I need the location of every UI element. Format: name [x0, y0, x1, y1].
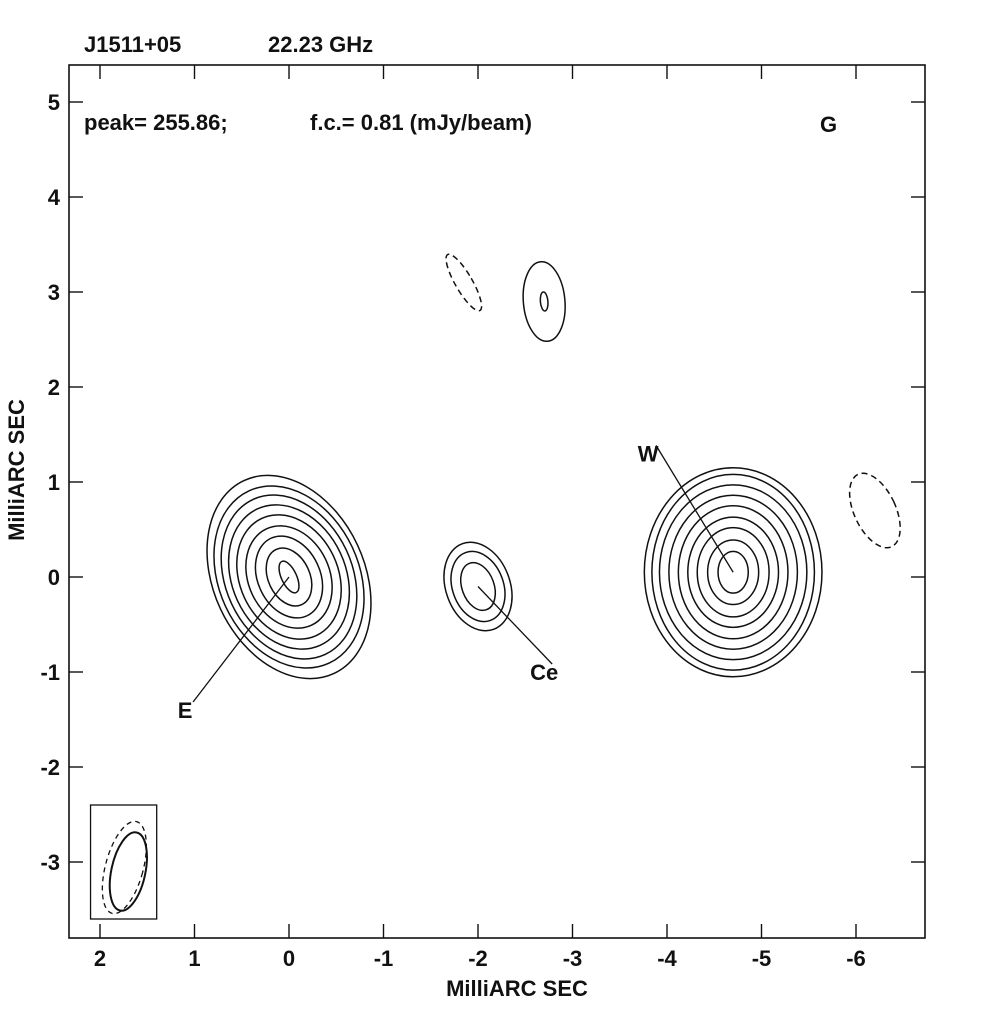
component-label: Ce — [530, 660, 558, 685]
contour-line — [668, 494, 799, 650]
y-axis-title: MilliARC SEC — [4, 399, 29, 541]
x-tick-label: -3 — [563, 946, 583, 971]
y-tick-label: -2 — [40, 755, 60, 780]
contour-line — [265, 547, 313, 607]
contour-group — [848, 472, 901, 549]
component-annotations: E Ce W — [178, 442, 734, 723]
contour-line — [245, 525, 333, 629]
contour-line — [539, 291, 549, 312]
component-label: E — [178, 698, 193, 723]
beam-inset — [89, 804, 158, 920]
beam-dashed-ellipse — [101, 820, 148, 915]
contour-line — [687, 516, 780, 629]
contour-line — [254, 535, 324, 619]
y-tick-label: 4 — [48, 185, 61, 210]
peak-label: peak= 255.86; — [84, 110, 228, 135]
contour-line — [717, 550, 750, 594]
x-tick-label: -2 — [468, 946, 488, 971]
contour-line — [227, 504, 351, 650]
x-axis-title: MilliARC SEC — [446, 976, 588, 1001]
contour-layer — [206, 253, 901, 680]
y-tick-label: 3 — [48, 280, 60, 305]
x-tick-label: 1 — [188, 946, 200, 971]
negative-contour — [848, 472, 901, 549]
x-tick-label: -6 — [846, 946, 866, 971]
contour-line — [643, 467, 823, 678]
contour-line — [696, 526, 770, 618]
contour-group — [445, 253, 483, 312]
contour-line — [706, 539, 760, 606]
contour-line — [450, 550, 506, 623]
component-e — [206, 474, 372, 680]
contour-line — [522, 260, 566, 343]
contour-group — [522, 260, 566, 343]
contour-line — [213, 485, 365, 669]
contour-line — [651, 473, 816, 671]
source-name: J1511+05 — [84, 32, 181, 57]
x-tick-label: 0 — [283, 946, 295, 971]
contour-line — [677, 505, 789, 640]
beam-ellipse — [108, 831, 148, 912]
axis-ticks — [69, 65, 925, 938]
y-tick-label: 5 — [48, 90, 60, 115]
component-w — [643, 467, 823, 678]
y-tick-label: -1 — [40, 660, 60, 685]
contour-line — [443, 541, 513, 632]
x-tick-label: -5 — [752, 946, 772, 971]
y-tick-label: 2 — [48, 375, 60, 400]
contour-line — [220, 494, 358, 660]
x-tick-label: -1 — [374, 946, 394, 971]
component-ce — [443, 541, 513, 632]
annotation-leader — [192, 576, 290, 703]
contour-line — [658, 484, 808, 661]
x-tick-label: 2 — [94, 946, 106, 971]
beam-box — [89, 804, 158, 920]
contour-line — [459, 561, 497, 612]
x-tick-label: -4 — [657, 946, 677, 971]
y-tick-label: 1 — [48, 470, 60, 495]
annotation-leader — [477, 586, 553, 665]
contour-line — [278, 560, 300, 594]
contour-line — [206, 474, 372, 680]
annotation-leader — [655, 445, 734, 573]
plot-frame — [68, 64, 926, 939]
tick-labels: 2 1 0 -1 -2 -3 -4 -5 -6 5 4 3 2 1 0 -1 -2 -3 — [40, 90, 865, 971]
contour-line — [236, 514, 342, 640]
frequency-label: 22.23 GHz — [268, 32, 373, 57]
y-tick-label: 0 — [48, 565, 60, 590]
component-label: W — [638, 442, 659, 467]
y-tick-label: -3 — [40, 850, 60, 875]
contour-level-label: f.c.= 0.81 (mJy/beam) — [310, 110, 532, 135]
panel-letter: G — [820, 112, 837, 137]
negative-contour — [445, 253, 483, 312]
